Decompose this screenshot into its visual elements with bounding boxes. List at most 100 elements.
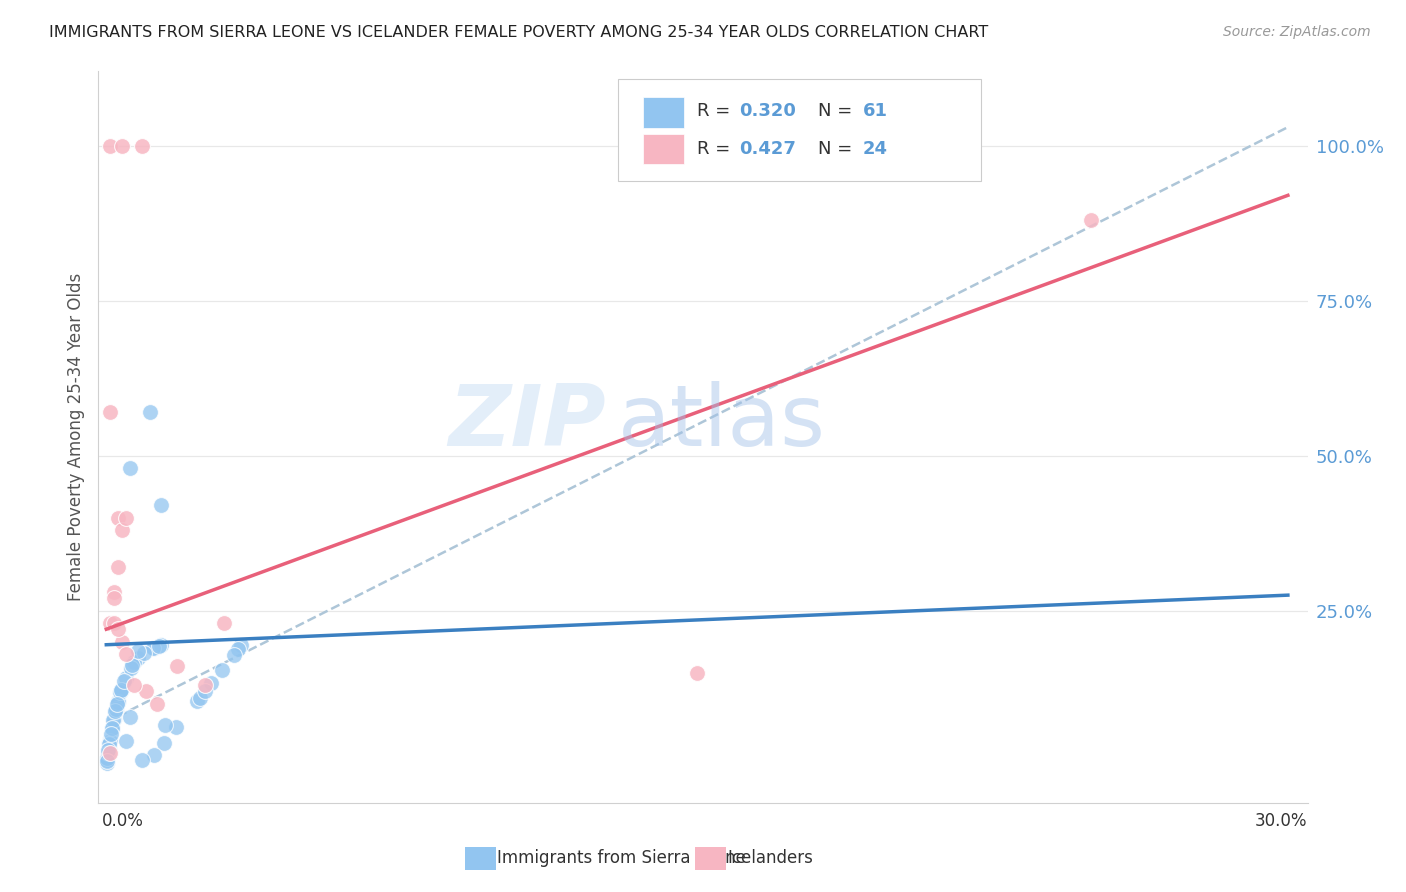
- FancyBboxPatch shape: [465, 847, 496, 870]
- Point: [193, 684, 215, 698]
- Point: [96, 751, 118, 765]
- Point: [120, 661, 142, 675]
- FancyBboxPatch shape: [619, 78, 981, 181]
- Point: [115, 647, 138, 661]
- Point: [105, 697, 128, 711]
- Point: [104, 705, 127, 719]
- Point: [104, 702, 127, 716]
- Text: Source: ZipAtlas.com: Source: ZipAtlas.com: [1223, 25, 1371, 39]
- Point: [148, 639, 170, 653]
- Point: [104, 704, 127, 718]
- Point: [135, 684, 157, 698]
- Point: [146, 697, 169, 711]
- Point: [98, 736, 121, 750]
- Point: [101, 721, 124, 735]
- Point: [142, 640, 165, 655]
- FancyBboxPatch shape: [643, 97, 683, 128]
- Point: [107, 560, 129, 574]
- Point: [103, 585, 125, 599]
- Point: [103, 713, 125, 727]
- Point: [114, 673, 136, 688]
- Point: [114, 671, 136, 685]
- Point: [231, 639, 253, 653]
- Point: [188, 690, 211, 705]
- Text: atlas: atlas: [619, 381, 827, 464]
- Point: [103, 712, 125, 726]
- Point: [107, 695, 129, 709]
- Point: [166, 659, 188, 673]
- Point: [110, 684, 132, 698]
- Point: [103, 615, 125, 630]
- Text: IMMIGRANTS FROM SIERRA LEONE VS ICELANDER FEMALE POVERTY AMONG 25-34 YEAR OLDS C: IMMIGRANTS FROM SIERRA LEONE VS ICELANDE…: [49, 25, 988, 40]
- Point: [131, 138, 153, 153]
- Point: [98, 734, 121, 748]
- Point: [98, 405, 121, 419]
- Point: [115, 510, 138, 524]
- Text: N =: N =: [818, 140, 858, 158]
- Text: Immigrants from Sierra Leone: Immigrants from Sierra Leone: [498, 849, 747, 867]
- Point: [222, 648, 245, 662]
- Point: [153, 736, 176, 750]
- Point: [111, 138, 134, 153]
- Text: N =: N =: [818, 102, 858, 120]
- Point: [98, 738, 121, 752]
- Point: [165, 720, 187, 734]
- Point: [98, 615, 121, 630]
- Text: ZIP: ZIP: [449, 381, 606, 464]
- Point: [111, 523, 134, 537]
- Point: [98, 732, 121, 747]
- Point: [98, 746, 121, 760]
- Point: [98, 138, 121, 153]
- Text: R =: R =: [697, 102, 735, 120]
- Point: [100, 723, 122, 737]
- Point: [122, 678, 145, 692]
- Point: [686, 665, 709, 680]
- Point: [194, 678, 217, 692]
- Point: [1080, 213, 1102, 227]
- Point: [121, 658, 143, 673]
- Text: 24: 24: [863, 140, 887, 158]
- Point: [107, 510, 129, 524]
- Point: [110, 685, 132, 699]
- Point: [142, 747, 165, 762]
- Point: [200, 676, 222, 690]
- Point: [214, 615, 236, 630]
- Point: [103, 591, 125, 606]
- Point: [111, 634, 134, 648]
- Point: [127, 651, 149, 665]
- Point: [97, 747, 120, 761]
- Point: [226, 642, 249, 657]
- Point: [96, 750, 118, 764]
- Text: R =: R =: [697, 140, 735, 158]
- Text: 30.0%: 30.0%: [1256, 812, 1308, 830]
- Point: [98, 739, 121, 754]
- Point: [115, 734, 138, 748]
- Text: 0.427: 0.427: [740, 140, 796, 158]
- Point: [132, 646, 155, 660]
- Point: [150, 498, 173, 512]
- Point: [96, 756, 118, 770]
- Point: [97, 741, 120, 756]
- Point: [150, 639, 173, 653]
- Point: [100, 723, 122, 737]
- Point: [138, 405, 160, 419]
- Text: 61: 61: [863, 102, 887, 120]
- Text: 0.0%: 0.0%: [103, 812, 145, 830]
- Point: [110, 682, 132, 697]
- Point: [101, 721, 124, 735]
- Point: [97, 743, 120, 757]
- Point: [118, 710, 141, 724]
- Y-axis label: Female Poverty Among 25-34 Year Olds: Female Poverty Among 25-34 Year Olds: [66, 273, 84, 601]
- Text: Icelanders: Icelanders: [727, 849, 813, 867]
- Point: [131, 753, 153, 767]
- Point: [211, 663, 233, 677]
- Point: [142, 640, 165, 655]
- Point: [107, 622, 129, 636]
- Point: [107, 693, 129, 707]
- Text: 0.320: 0.320: [740, 102, 796, 120]
- Point: [96, 755, 118, 769]
- Point: [118, 461, 141, 475]
- Point: [110, 683, 132, 698]
- Point: [96, 753, 118, 767]
- Point: [124, 656, 146, 670]
